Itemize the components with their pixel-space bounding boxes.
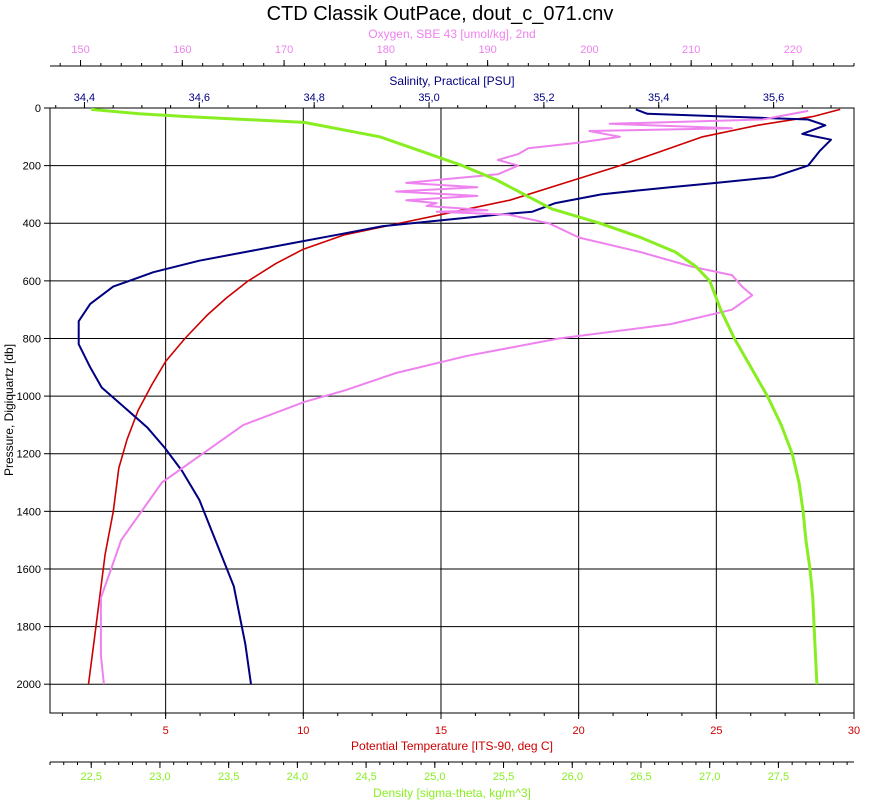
salinity-tick-label: 34,8 — [303, 92, 324, 104]
oxygen-tick-label: 180 — [377, 44, 395, 56]
y-tick-label: 2000 — [17, 679, 41, 691]
temperature-tick-label: 25 — [710, 725, 722, 737]
density-tick-label: 22,5 — [81, 771, 102, 783]
temperature-tick-label: 30 — [848, 725, 860, 737]
plot-area — [49, 107, 855, 714]
y-tick-label: 1200 — [17, 449, 41, 461]
y-tick-label: 800 — [23, 333, 41, 345]
density-tick-label: 24,5 — [355, 771, 376, 783]
y-tick-label: 0 — [35, 103, 41, 115]
salinity-profile-line — [77, 108, 832, 685]
y-tick-label: 400 — [23, 218, 41, 230]
density-axis-title: Density [sigma-theta, kg/m^3] — [373, 786, 531, 800]
chart-title: CTD Classik OutPace, dout_c_071.cnv — [267, 3, 614, 25]
density-tick-label: 27,5 — [768, 771, 789, 783]
grid-lines — [50, 108, 854, 713]
oxygen-tick-label: 210 — [682, 44, 700, 56]
salinity-axis-title: Salinity, Practical [PSU] — [389, 74, 514, 88]
y-axis: 0 200 400 600 800 1000 1200 1400 1600 1800 2000 — [17, 103, 50, 691]
density-tick-label: 24,0 — [287, 771, 308, 783]
density-tick-label: 26,5 — [630, 771, 651, 783]
salinity-tick-label: 35,4 — [648, 92, 669, 104]
temperature-tick-label: 15 — [435, 725, 447, 737]
oxygen-profile-line — [99, 109, 809, 685]
density-tick-label: 25,5 — [493, 771, 514, 783]
y-tick-label: 1000 — [17, 391, 41, 403]
oxygen-tick-label: 170 — [275, 44, 293, 56]
temperature-tick-label: 5 — [163, 725, 169, 737]
y-tick-label: 600 — [23, 276, 41, 288]
salinity-tick-label: 34,4 — [74, 92, 95, 104]
density-profile-line — [91, 107, 819, 685]
oxygen-tick-label: 150 — [71, 44, 89, 56]
y-tick-label: 200 — [23, 161, 41, 173]
oxygen-tick-label: 220 — [784, 44, 802, 56]
salinity-tick-label: 34,6 — [189, 92, 210, 104]
temperature-profile-line — [87, 108, 841, 685]
y-tick-label: 1600 — [17, 564, 41, 576]
density-tick-label: 26,0 — [562, 771, 583, 783]
oxygen-tick-label: 190 — [478, 44, 496, 56]
density-tick-label: 23,0 — [149, 771, 170, 783]
density-tick-label: 27,0 — [699, 771, 720, 783]
y-tick-label: 1400 — [17, 506, 41, 518]
density-tick-label: 25,0 — [424, 771, 445, 783]
x-axes: 150 160 170 180 190 200 210 220 34,4 34,6 34,8 35,0… — [49, 44, 860, 783]
series-layer — [77, 107, 841, 685]
oxygen-tick-label: 200 — [580, 44, 598, 56]
density-tick-label: 23,5 — [218, 771, 239, 783]
salinity-tick-label: 35,2 — [533, 92, 554, 104]
y-tick-label: 1800 — [17, 622, 41, 634]
oxygen-axis-title: Oxygen, SBE 43 [umol/kg], 2nd — [368, 27, 535, 41]
temperature-tick-label: 20 — [573, 725, 585, 737]
oxygen-tick-label: 160 — [173, 44, 191, 56]
temperature-axis-title: Potential Temperature [ITS-90, deg C] — [351, 739, 553, 753]
salinity-tick-label: 35,6 — [763, 92, 784, 104]
salinity-tick-label: 35,0 — [418, 92, 439, 104]
y-axis-title: Pressure, Digiquartz [db] — [2, 344, 16, 476]
temperature-tick-label: 10 — [297, 725, 309, 737]
